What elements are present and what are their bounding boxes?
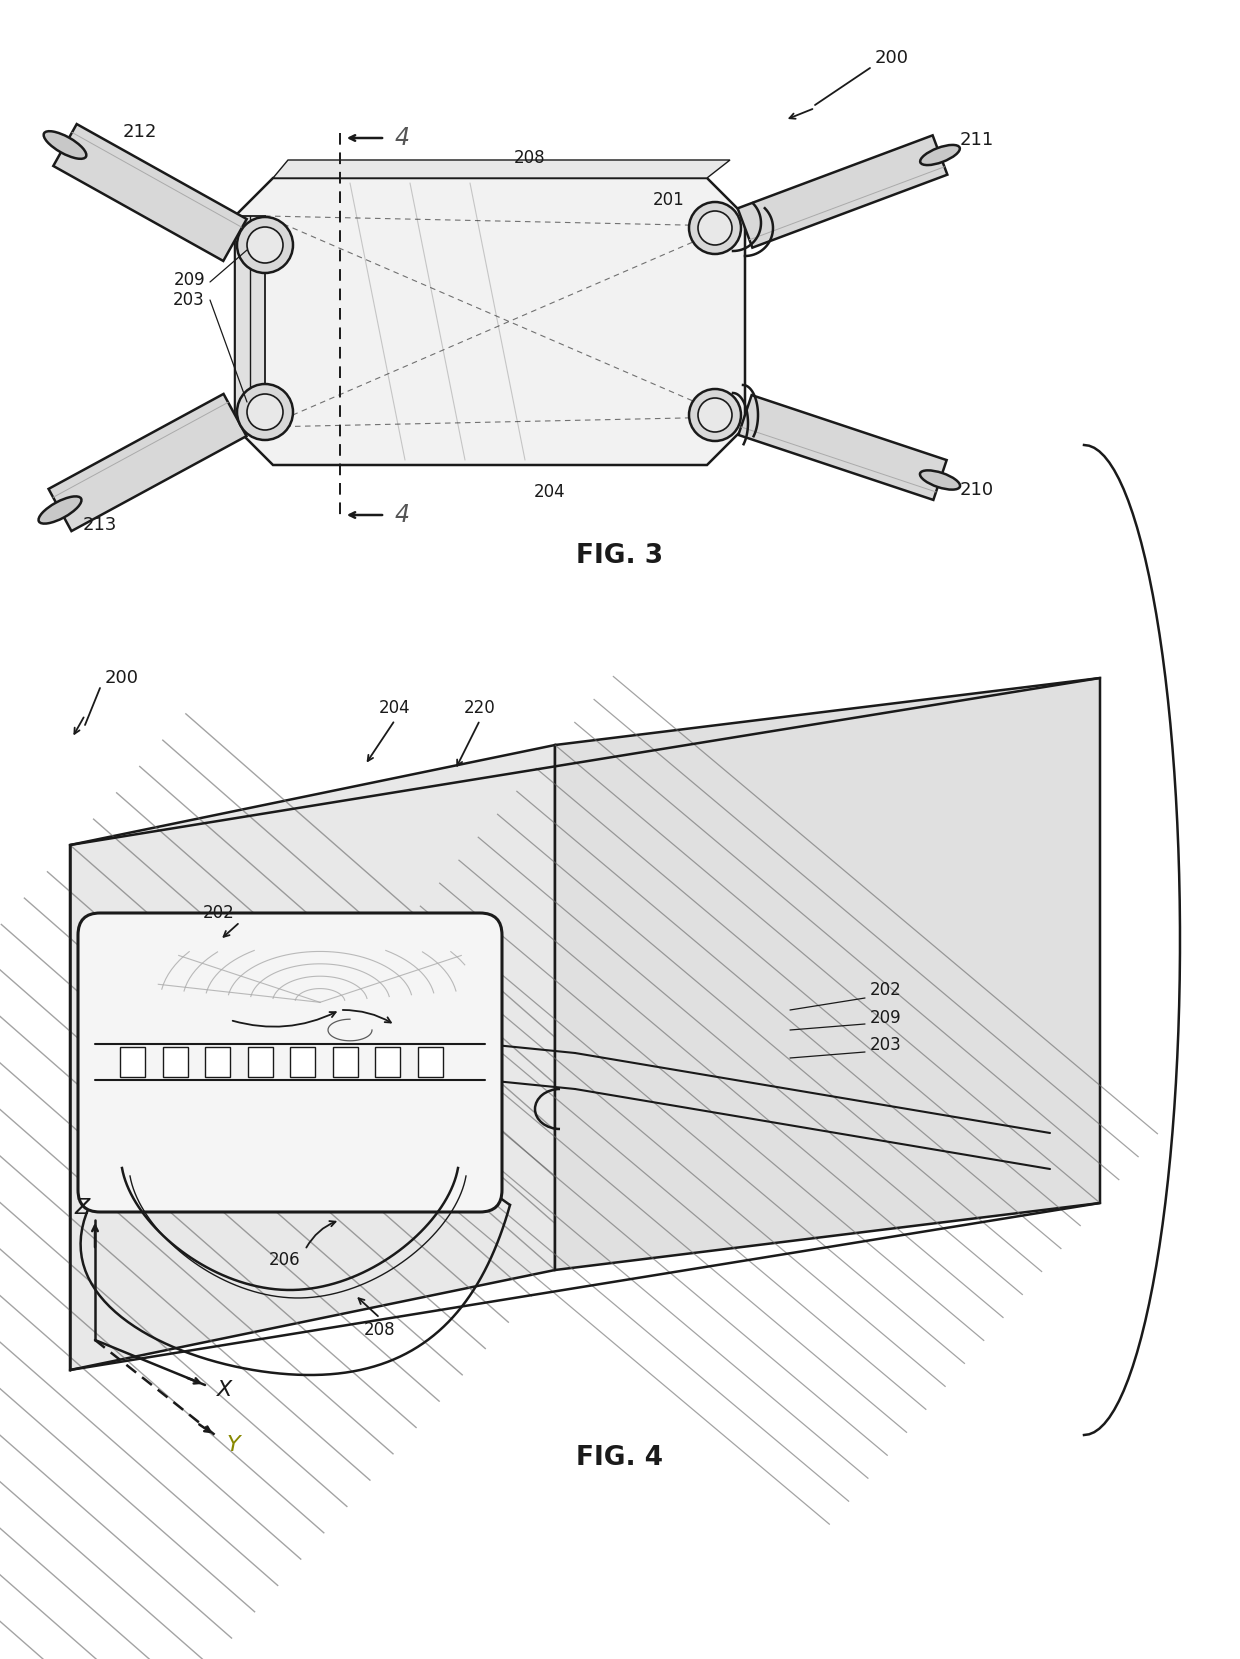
Bar bbox=[374, 1047, 401, 1077]
Polygon shape bbox=[236, 178, 745, 465]
Ellipse shape bbox=[38, 496, 82, 524]
Text: 203: 203 bbox=[174, 290, 205, 309]
Text: 210: 210 bbox=[960, 481, 994, 499]
Circle shape bbox=[698, 211, 732, 246]
Text: 208: 208 bbox=[365, 1321, 396, 1339]
Bar bbox=[162, 1047, 187, 1077]
Polygon shape bbox=[738, 136, 947, 247]
Text: FIG. 4: FIG. 4 bbox=[577, 1445, 663, 1472]
Text: 203: 203 bbox=[870, 1035, 901, 1053]
Ellipse shape bbox=[43, 131, 87, 159]
Text: 204: 204 bbox=[379, 698, 410, 717]
Text: FIG. 3: FIG. 3 bbox=[577, 542, 663, 569]
Text: Y: Y bbox=[227, 1435, 241, 1455]
Polygon shape bbox=[236, 216, 265, 426]
Text: 206: 206 bbox=[268, 1251, 300, 1269]
Text: 209: 209 bbox=[174, 270, 205, 289]
Text: 202: 202 bbox=[870, 980, 901, 999]
Bar bbox=[120, 1047, 145, 1077]
Bar bbox=[290, 1047, 315, 1077]
Ellipse shape bbox=[920, 471, 960, 489]
Text: 200: 200 bbox=[105, 669, 139, 687]
Polygon shape bbox=[273, 159, 730, 178]
Text: Z: Z bbox=[74, 1198, 91, 1218]
Text: 202: 202 bbox=[203, 904, 236, 922]
Text: 213: 213 bbox=[83, 516, 118, 534]
Text: 212: 212 bbox=[123, 123, 157, 141]
Text: X: X bbox=[217, 1380, 232, 1400]
Bar bbox=[332, 1047, 358, 1077]
Text: 208: 208 bbox=[515, 149, 546, 168]
Polygon shape bbox=[69, 745, 556, 1370]
Text: 209: 209 bbox=[870, 1009, 901, 1027]
Polygon shape bbox=[48, 393, 247, 531]
Polygon shape bbox=[738, 395, 946, 499]
FancyBboxPatch shape bbox=[78, 912, 502, 1213]
Bar bbox=[205, 1047, 231, 1077]
Text: 201: 201 bbox=[653, 191, 684, 209]
Bar bbox=[248, 1047, 273, 1077]
Circle shape bbox=[698, 398, 732, 431]
Text: 211: 211 bbox=[960, 131, 994, 149]
Circle shape bbox=[237, 383, 293, 440]
Circle shape bbox=[247, 227, 283, 264]
Bar bbox=[418, 1047, 443, 1077]
Circle shape bbox=[689, 202, 742, 254]
Text: 220: 220 bbox=[464, 698, 496, 717]
Text: 204: 204 bbox=[534, 483, 565, 501]
Text: 4: 4 bbox=[396, 126, 410, 149]
Circle shape bbox=[689, 388, 742, 441]
Polygon shape bbox=[53, 124, 247, 260]
Circle shape bbox=[237, 217, 293, 274]
Text: 200: 200 bbox=[875, 50, 909, 66]
Polygon shape bbox=[556, 679, 1100, 1271]
Ellipse shape bbox=[920, 144, 960, 166]
Text: 4: 4 bbox=[396, 503, 410, 528]
Circle shape bbox=[247, 393, 283, 430]
